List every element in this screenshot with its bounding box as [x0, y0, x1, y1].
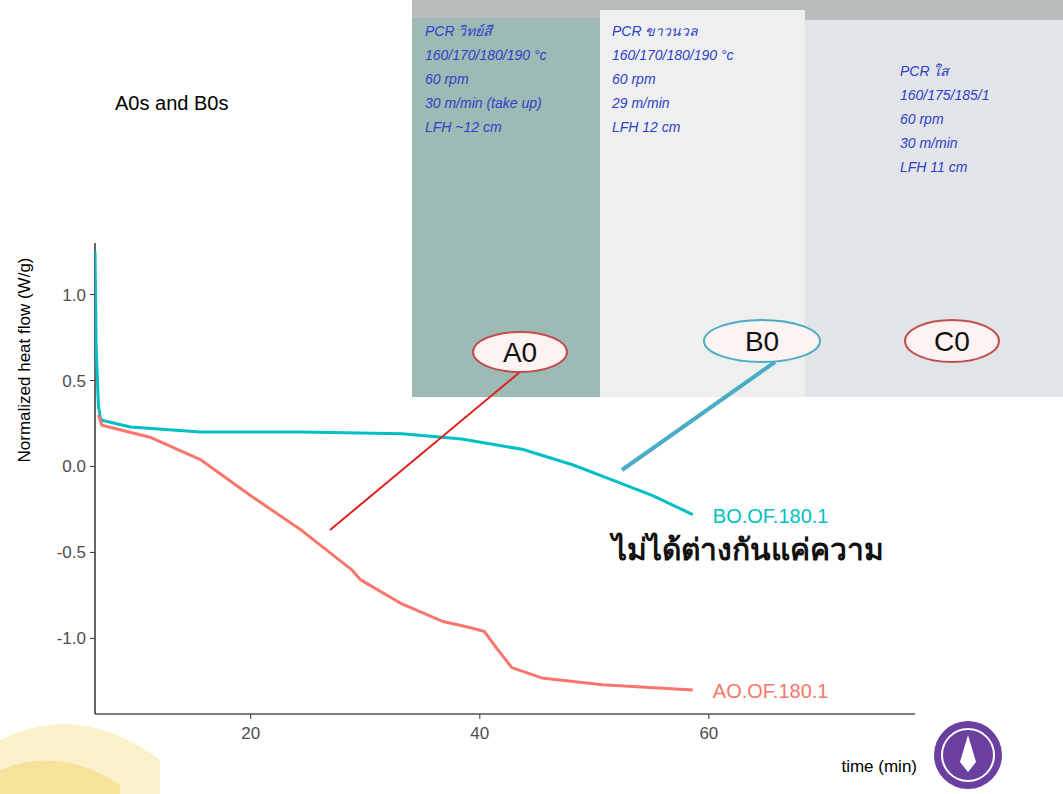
handwritten-note: LFH ~12 cm	[425, 119, 502, 135]
y-tick	[90, 294, 95, 295]
y-axis-title: Normalized heat flow (W/g)	[15, 257, 34, 462]
logo	[942, 729, 994, 781]
x-axis	[95, 713, 915, 714]
leader-line	[622, 362, 775, 470]
y-tick-label: -1.0	[57, 629, 86, 648]
handwritten-note: 160/170/180/190 °c	[425, 47, 547, 63]
y-tick-label: 1.0	[62, 286, 86, 305]
callout-label: A0	[503, 337, 537, 368]
handwritten-note: 29 m/min	[611, 95, 670, 111]
x-tick-label: 60	[699, 724, 718, 743]
series-line	[98, 415, 692, 690]
x-axis-title: time (min)	[841, 757, 917, 776]
handwritten-note: 60 rpm	[612, 71, 656, 87]
y-tick-label: 0.5	[62, 372, 86, 391]
chart-title: A0s and B0s	[115, 92, 228, 114]
y-tick	[90, 466, 95, 467]
decoration	[0, 724, 160, 794]
handwritten-note: 60 rpm	[425, 71, 469, 87]
callout-oval	[473, 332, 567, 372]
y-tick	[90, 552, 95, 553]
y-tick	[90, 380, 95, 381]
handwritten-note: 160/175/185/1	[900, 87, 990, 103]
handwritten-note: PCR ใส	[900, 63, 951, 79]
callout-label: C0	[934, 326, 970, 357]
handwritten-note: 30 m/min	[900, 135, 958, 151]
series-label: BO.OF.180.1	[713, 505, 829, 527]
decoration	[0, 760, 120, 794]
handwritten-note: 30 m/min (take up)	[425, 95, 542, 111]
handwritten-note: PCR ขาวนวล	[612, 23, 699, 39]
leader-line	[330, 372, 520, 530]
handwritten-note: 160/170/180/190 °c	[612, 47, 734, 63]
photo-bg	[412, 0, 1063, 397]
callout-oval	[704, 320, 820, 362]
x-tick-label: 20	[241, 724, 260, 743]
sample-film	[600, 10, 805, 397]
handwritten-note: 60 rpm	[900, 111, 944, 127]
y-tick-label: -0.5	[57, 543, 86, 562]
background	[0, 0, 1063, 794]
series-label: AO.OF.180.1	[713, 680, 829, 702]
logo	[934, 721, 1002, 789]
callout-label: B0	[745, 326, 779, 357]
photo: PCR วิทย์สี 160/170/180/190 °c 60 rpm 30 m/…	[412, 0, 1063, 397]
x-tick	[479, 714, 480, 719]
sample-film	[805, 20, 1063, 397]
y-tick	[90, 638, 95, 639]
x-tick-label: 40	[470, 724, 489, 743]
handwritten-note: PCR วิทย์สี	[425, 23, 494, 39]
sample-film	[412, 18, 602, 397]
x-tick	[708, 714, 709, 719]
logo	[960, 735, 976, 772]
handwritten-note: LFH 12 cm	[612, 119, 681, 135]
caption: ไม่ได้ต่างกันแค่ความ	[609, 532, 884, 566]
x-tick	[250, 714, 251, 719]
handwritten-note: LFH 11 cm	[900, 159, 968, 175]
slide: 1.0 0.5 0.0 -0.5 -1.0 20 40 60 A0s and B0s Normal…	[0, 0, 1063, 794]
y-tick-label: 0.0	[62, 457, 86, 476]
callout-oval	[905, 320, 999, 362]
